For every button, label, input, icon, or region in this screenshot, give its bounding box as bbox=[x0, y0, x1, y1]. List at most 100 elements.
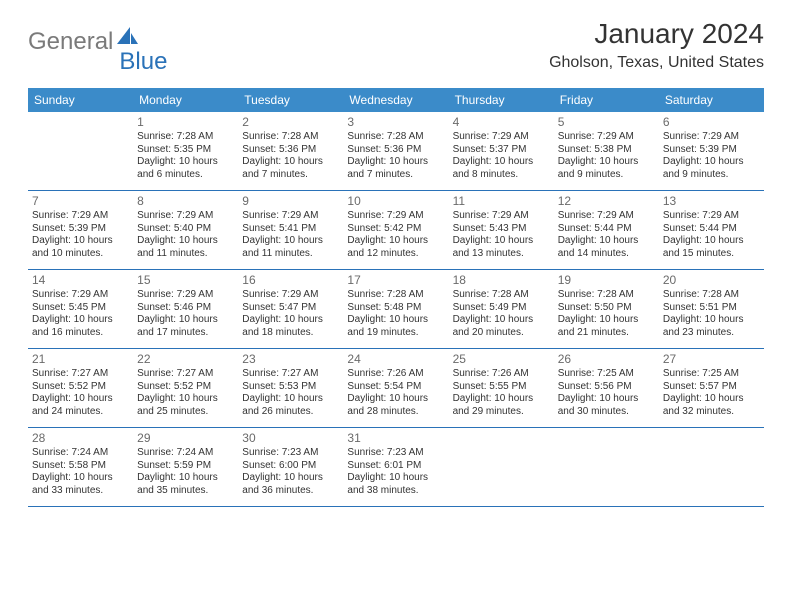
day-info: Sunrise: 7:29 AMSunset: 5:44 PMDaylight:… bbox=[663, 210, 760, 260]
day-cell: 27Sunrise: 7:25 AMSunset: 5:57 PMDayligh… bbox=[659, 349, 764, 427]
daylight-text: Daylight: 10 hours and 18 minutes. bbox=[242, 314, 339, 339]
day-cell: 7Sunrise: 7:29 AMSunset: 5:39 PMDaylight… bbox=[28, 191, 133, 269]
day-info: Sunrise: 7:28 AMSunset: 5:51 PMDaylight:… bbox=[663, 289, 760, 339]
day-cell bbox=[28, 112, 133, 190]
day-header: Wednesday bbox=[343, 88, 448, 112]
sunrise-text: Sunrise: 7:29 AM bbox=[558, 131, 655, 144]
day-info: Sunrise: 7:26 AMSunset: 5:55 PMDaylight:… bbox=[453, 368, 550, 418]
sunrise-text: Sunrise: 7:28 AM bbox=[242, 131, 339, 144]
daylight-text: Daylight: 10 hours and 6 minutes. bbox=[137, 156, 234, 181]
day-info: Sunrise: 7:29 AMSunset: 5:47 PMDaylight:… bbox=[242, 289, 339, 339]
day-info: Sunrise: 7:28 AMSunset: 5:49 PMDaylight:… bbox=[453, 289, 550, 339]
day-cell: 29Sunrise: 7:24 AMSunset: 5:59 PMDayligh… bbox=[133, 428, 238, 506]
sunrise-text: Sunrise: 7:29 AM bbox=[137, 289, 234, 302]
sunrise-text: Sunrise: 7:28 AM bbox=[558, 289, 655, 302]
sunrise-text: Sunrise: 7:28 AM bbox=[347, 289, 444, 302]
sunrise-text: Sunrise: 7:24 AM bbox=[137, 447, 234, 460]
sunrise-text: Sunrise: 7:25 AM bbox=[663, 368, 760, 381]
day-info: Sunrise: 7:29 AMSunset: 5:39 PMDaylight:… bbox=[663, 131, 760, 181]
sunrise-text: Sunrise: 7:26 AM bbox=[453, 368, 550, 381]
sunset-text: Sunset: 5:36 PM bbox=[242, 144, 339, 157]
day-cell: 23Sunrise: 7:27 AMSunset: 5:53 PMDayligh… bbox=[238, 349, 343, 427]
day-header: Monday bbox=[133, 88, 238, 112]
daylight-text: Daylight: 10 hours and 30 minutes. bbox=[558, 393, 655, 418]
daylight-text: Daylight: 10 hours and 11 minutes. bbox=[137, 235, 234, 260]
header: General Blue January 2024 Gholson, Texas… bbox=[0, 0, 792, 80]
day-number: 5 bbox=[558, 115, 655, 130]
week-row: 7Sunrise: 7:29 AMSunset: 5:39 PMDaylight… bbox=[28, 191, 764, 270]
daylight-text: Daylight: 10 hours and 7 minutes. bbox=[242, 156, 339, 181]
day-number: 12 bbox=[558, 194, 655, 209]
sunrise-text: Sunrise: 7:28 AM bbox=[663, 289, 760, 302]
day-number: 19 bbox=[558, 273, 655, 288]
sunset-text: Sunset: 5:56 PM bbox=[558, 381, 655, 394]
sunset-text: Sunset: 5:53 PM bbox=[242, 381, 339, 394]
day-cell: 16Sunrise: 7:29 AMSunset: 5:47 PMDayligh… bbox=[238, 270, 343, 348]
daylight-text: Daylight: 10 hours and 25 minutes. bbox=[137, 393, 234, 418]
logo-text-blue: Blue bbox=[119, 48, 167, 76]
daylight-text: Daylight: 10 hours and 28 minutes. bbox=[347, 393, 444, 418]
day-number: 4 bbox=[453, 115, 550, 130]
day-cell: 31Sunrise: 7:23 AMSunset: 6:01 PMDayligh… bbox=[343, 428, 448, 506]
day-number: 7 bbox=[32, 194, 129, 209]
sunrise-text: Sunrise: 7:29 AM bbox=[453, 131, 550, 144]
month-title: January 2024 bbox=[549, 18, 764, 50]
calendar: SundayMondayTuesdayWednesdayThursdayFrid… bbox=[28, 88, 764, 507]
daylight-text: Daylight: 10 hours and 10 minutes. bbox=[32, 235, 129, 260]
week-row: 28Sunrise: 7:24 AMSunset: 5:58 PMDayligh… bbox=[28, 428, 764, 507]
daylight-text: Daylight: 10 hours and 21 minutes. bbox=[558, 314, 655, 339]
day-info: Sunrise: 7:27 AMSunset: 5:52 PMDaylight:… bbox=[32, 368, 129, 418]
daylight-text: Daylight: 10 hours and 38 minutes. bbox=[347, 472, 444, 497]
weeks-container: 1Sunrise: 7:28 AMSunset: 5:35 PMDaylight… bbox=[28, 112, 764, 507]
day-info: Sunrise: 7:28 AMSunset: 5:36 PMDaylight:… bbox=[347, 131, 444, 181]
daylight-text: Daylight: 10 hours and 29 minutes. bbox=[453, 393, 550, 418]
sunrise-text: Sunrise: 7:27 AM bbox=[137, 368, 234, 381]
day-info: Sunrise: 7:23 AMSunset: 6:00 PMDaylight:… bbox=[242, 447, 339, 497]
location-text: Gholson, Texas, United States bbox=[549, 54, 764, 72]
sunrise-text: Sunrise: 7:23 AM bbox=[242, 447, 339, 460]
week-row: 14Sunrise: 7:29 AMSunset: 5:45 PMDayligh… bbox=[28, 270, 764, 349]
day-number: 9 bbox=[242, 194, 339, 209]
day-number: 14 bbox=[32, 273, 129, 288]
day-cell: 14Sunrise: 7:29 AMSunset: 5:45 PMDayligh… bbox=[28, 270, 133, 348]
sunset-text: Sunset: 5:43 PM bbox=[453, 223, 550, 236]
sunset-text: Sunset: 5:52 PM bbox=[32, 381, 129, 394]
day-cell: 15Sunrise: 7:29 AMSunset: 5:46 PMDayligh… bbox=[133, 270, 238, 348]
day-cell: 26Sunrise: 7:25 AMSunset: 5:56 PMDayligh… bbox=[554, 349, 659, 427]
sunrise-text: Sunrise: 7:28 AM bbox=[453, 289, 550, 302]
day-cell: 17Sunrise: 7:28 AMSunset: 5:48 PMDayligh… bbox=[343, 270, 448, 348]
daylight-text: Daylight: 10 hours and 35 minutes. bbox=[137, 472, 234, 497]
day-info: Sunrise: 7:28 AMSunset: 5:50 PMDaylight:… bbox=[558, 289, 655, 339]
daylight-text: Daylight: 10 hours and 26 minutes. bbox=[242, 393, 339, 418]
day-cell: 25Sunrise: 7:26 AMSunset: 5:55 PMDayligh… bbox=[449, 349, 554, 427]
day-cell: 5Sunrise: 7:29 AMSunset: 5:38 PMDaylight… bbox=[554, 112, 659, 190]
daylight-text: Daylight: 10 hours and 19 minutes. bbox=[347, 314, 444, 339]
daylight-text: Daylight: 10 hours and 9 minutes. bbox=[558, 156, 655, 181]
sunrise-text: Sunrise: 7:26 AM bbox=[347, 368, 444, 381]
sunrise-text: Sunrise: 7:29 AM bbox=[663, 131, 760, 144]
day-number: 3 bbox=[347, 115, 444, 130]
day-info: Sunrise: 7:29 AMSunset: 5:41 PMDaylight:… bbox=[242, 210, 339, 260]
sunset-text: Sunset: 5:42 PM bbox=[347, 223, 444, 236]
week-row: 21Sunrise: 7:27 AMSunset: 5:52 PMDayligh… bbox=[28, 349, 764, 428]
sunset-text: Sunset: 5:59 PM bbox=[137, 460, 234, 473]
sunset-text: Sunset: 5:52 PM bbox=[137, 381, 234, 394]
day-number: 29 bbox=[137, 431, 234, 446]
sunset-text: Sunset: 5:44 PM bbox=[558, 223, 655, 236]
sunset-text: Sunset: 5:39 PM bbox=[32, 223, 129, 236]
day-info: Sunrise: 7:27 AMSunset: 5:53 PMDaylight:… bbox=[242, 368, 339, 418]
daylight-text: Daylight: 10 hours and 9 minutes. bbox=[663, 156, 760, 181]
day-info: Sunrise: 7:29 AMSunset: 5:37 PMDaylight:… bbox=[453, 131, 550, 181]
sunrise-text: Sunrise: 7:25 AM bbox=[558, 368, 655, 381]
sunrise-text: Sunrise: 7:29 AM bbox=[558, 210, 655, 223]
sunset-text: Sunset: 5:35 PM bbox=[137, 144, 234, 157]
sunrise-text: Sunrise: 7:27 AM bbox=[242, 368, 339, 381]
day-info: Sunrise: 7:27 AMSunset: 5:52 PMDaylight:… bbox=[137, 368, 234, 418]
daylight-text: Daylight: 10 hours and 24 minutes. bbox=[32, 393, 129, 418]
sunset-text: Sunset: 5:48 PM bbox=[347, 302, 444, 315]
daylight-text: Daylight: 10 hours and 33 minutes. bbox=[32, 472, 129, 497]
sunset-text: Sunset: 5:50 PM bbox=[558, 302, 655, 315]
daylight-text: Daylight: 10 hours and 8 minutes. bbox=[453, 156, 550, 181]
day-header: Friday bbox=[554, 88, 659, 112]
day-number: 13 bbox=[663, 194, 760, 209]
